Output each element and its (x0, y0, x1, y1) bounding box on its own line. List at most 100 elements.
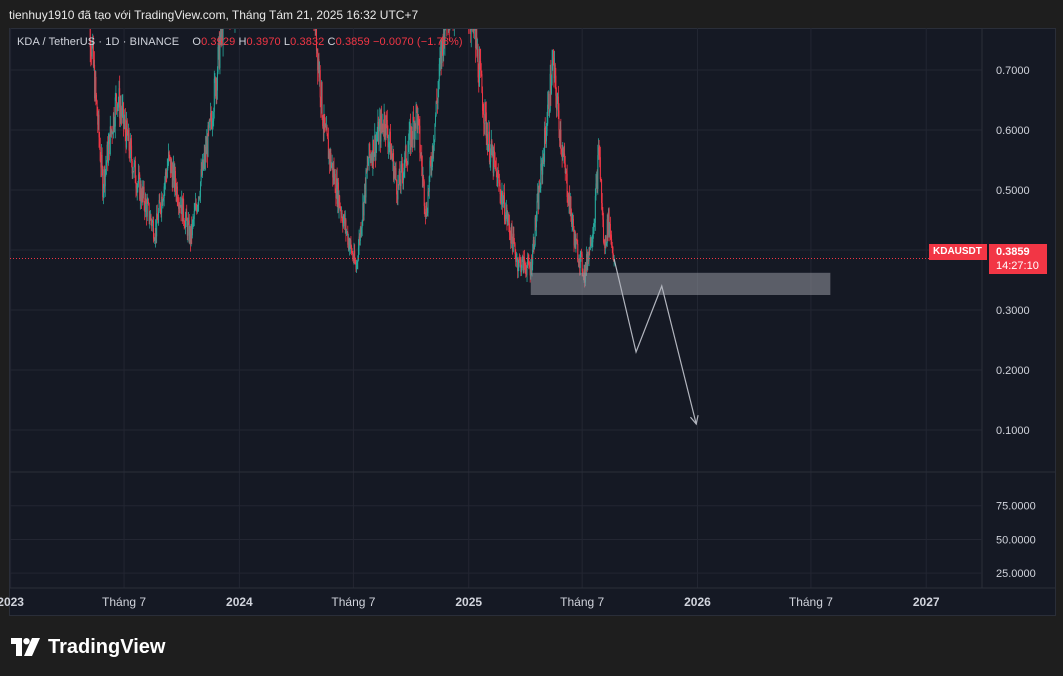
candle-body (495, 168, 497, 172)
candle-body (503, 192, 505, 220)
candle-body (553, 57, 555, 79)
candle-body (532, 240, 534, 250)
candle-body (177, 202, 179, 205)
candle-body (599, 155, 601, 158)
candle-body (153, 221, 155, 239)
candle-body (431, 145, 433, 167)
candle-body (184, 218, 186, 228)
legend-high-value: 0.3970 (246, 36, 281, 48)
candle-body (320, 97, 322, 106)
candle-body (428, 176, 430, 192)
candle-body (597, 147, 599, 156)
candle-body (229, 6, 230, 14)
candle-body (206, 141, 208, 155)
candle-body (473, 9, 474, 23)
candle-body (180, 205, 182, 214)
candle-body (574, 231, 576, 246)
candle-body (401, 163, 403, 165)
candle-body (373, 153, 375, 161)
projection-arrowhead (690, 415, 699, 426)
candle-body (332, 168, 334, 178)
candle-body (367, 161, 369, 166)
candle-body (438, 81, 440, 89)
candle-body (414, 123, 416, 139)
candle-body (442, 41, 444, 55)
candle-body (460, 0, 461, 4)
candle-body (111, 129, 113, 134)
candle-body (469, 15, 470, 25)
candle-body (411, 138, 413, 140)
candle-body (591, 242, 593, 244)
candle-body (132, 171, 134, 173)
candle-body (221, 29, 223, 42)
candle-body (489, 161, 491, 163)
candle-body (468, 14, 469, 20)
candle-body (106, 144, 108, 162)
candle-body (416, 106, 418, 130)
chart-frame[interactable] (9, 28, 1056, 616)
candle-body (345, 219, 347, 233)
candle-body (448, 22, 449, 23)
candle-body (535, 217, 537, 228)
candle-body (406, 163, 408, 165)
candle-body (594, 222, 596, 225)
symbol-legend: KDA / TetherUS · 1D · BINANCE O0.3929 H0… (17, 36, 463, 48)
candle-body (612, 246, 614, 256)
candle-body (92, 40, 94, 45)
candle-body (609, 223, 611, 237)
candle-body (547, 93, 549, 105)
legend-close-label: C (327, 36, 336, 48)
candle-body (543, 156, 545, 162)
candle-body (268, 0, 269, 4)
candle-body (528, 259, 530, 267)
candle-body (131, 160, 133, 174)
legend-symbol[interactable]: KDA / TetherUS · 1D · BINANCE (17, 36, 180, 48)
candle-body (161, 196, 163, 206)
candle-body (102, 188, 104, 198)
candle-body (587, 257, 589, 266)
candle-body (454, 9, 455, 20)
time-axis-tick-label: 2024 (226, 595, 253, 609)
candle-body (146, 203, 148, 217)
candle-body (606, 242, 608, 246)
candle-body (446, 11, 447, 21)
candle-body (364, 184, 366, 198)
candle-body (485, 112, 487, 139)
candle-body (561, 151, 563, 158)
candle-body (450, 13, 451, 14)
candle-body (577, 243, 579, 262)
candle-body (478, 61, 480, 87)
candle-body (209, 120, 211, 121)
candle-body (492, 150, 494, 173)
candle-body (602, 211, 604, 220)
candle-body (121, 106, 123, 117)
tradingview-brand[interactable]: TradingView (11, 634, 165, 660)
candle-body (156, 213, 158, 221)
candle-body (288, 0, 289, 2)
candle-body (170, 162, 172, 173)
candle-body (122, 102, 124, 107)
legend-close-value: 0.3859 (335, 36, 370, 48)
candle-body (207, 125, 209, 157)
candle-body (198, 196, 200, 205)
candle-body (589, 247, 591, 250)
candle-body (226, 0, 227, 14)
candle-body (250, 2, 251, 13)
candle-body (271, 0, 272, 1)
candle-body (357, 247, 359, 261)
candle-body (580, 252, 582, 255)
candle-body (576, 239, 578, 241)
candle-body (404, 145, 406, 154)
candle-body (554, 64, 556, 79)
candle-body (350, 240, 352, 246)
candle-body (501, 192, 503, 197)
candle-body (600, 178, 602, 180)
candle-body (569, 194, 571, 213)
candle-body (366, 165, 368, 173)
time-axis-tick-label: 2026 (684, 595, 711, 609)
support-zone (530, 272, 831, 295)
candle-body (408, 129, 410, 145)
candle-body (515, 253, 517, 262)
candle-body (539, 188, 541, 192)
